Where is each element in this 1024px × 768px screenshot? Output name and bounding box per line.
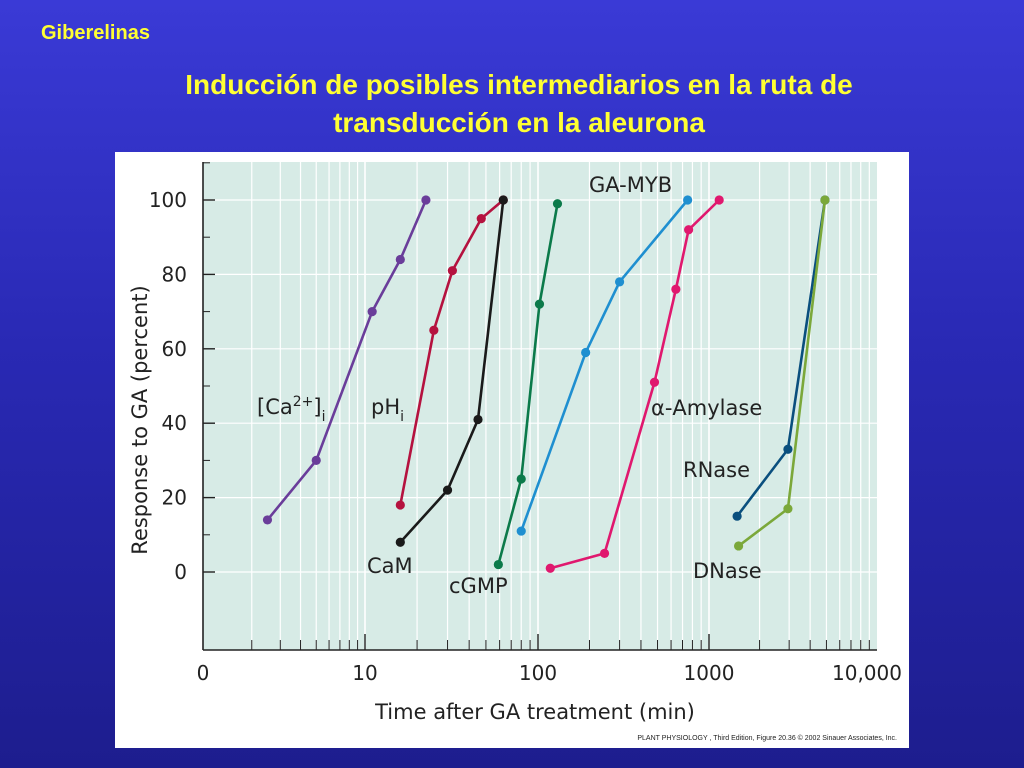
series-label: DNase xyxy=(693,559,762,583)
data-point xyxy=(262,515,273,525)
data-point xyxy=(311,455,321,465)
x-axis-label: Time after GA treatment (min) xyxy=(374,700,695,724)
data-point xyxy=(395,500,405,510)
data-point xyxy=(732,511,742,521)
series-label: RNase xyxy=(683,458,750,482)
data-point xyxy=(473,414,483,425)
y-tick-label: 60 xyxy=(162,337,187,361)
data-point xyxy=(395,537,405,547)
data-point xyxy=(783,504,793,514)
series-label: GA-MYB xyxy=(589,173,672,197)
data-point xyxy=(516,474,526,484)
data-point xyxy=(498,195,508,205)
data-point xyxy=(493,559,503,570)
data-point xyxy=(614,277,625,287)
series-labels: [Ca2+]i pHi CaM cGMP GA-MYB α-Amylase RNase DNa… xyxy=(257,173,762,598)
data-point xyxy=(534,299,545,309)
series-line xyxy=(399,199,505,544)
y-tick-label: 80 xyxy=(162,262,187,286)
grid-lines xyxy=(203,162,877,650)
series-line xyxy=(549,199,721,570)
data-point xyxy=(684,225,694,235)
y-tick-label: 0 xyxy=(174,560,187,584)
data-point xyxy=(714,195,724,205)
data-point xyxy=(783,444,793,454)
figure-credit: PLANT PHYSIOLOGY , Third Edition, Figure… xyxy=(637,735,897,742)
y-tick-label: 40 xyxy=(162,411,187,435)
series-line xyxy=(497,203,559,565)
series-label: [Ca2+]i xyxy=(257,394,325,425)
series-label: pHi xyxy=(371,395,404,425)
y-tick-label: 20 xyxy=(162,486,187,510)
x-tick-label: 1000 xyxy=(684,661,735,685)
data-point xyxy=(820,195,830,205)
x-tick-label: 10 xyxy=(352,661,377,685)
y-axis-label: Response to GA (percent) xyxy=(128,285,152,554)
data-point xyxy=(516,526,526,536)
header-label: Giberelinas xyxy=(41,22,150,44)
plot-background xyxy=(203,162,877,650)
series-label: CaM xyxy=(367,554,413,578)
axes xyxy=(202,162,877,651)
data-point xyxy=(447,266,457,276)
data-point xyxy=(395,254,405,265)
series-label: cGMP xyxy=(449,574,508,598)
data-point xyxy=(599,548,610,558)
x-tick-label: 0 xyxy=(197,661,210,685)
chart-figure: 0 20 40 60 80 100 0 10 100 1000 10,000 [Ca2+]i pHi C… xyxy=(115,152,909,748)
data-point xyxy=(671,284,681,294)
data-point xyxy=(649,377,660,387)
data-point xyxy=(581,347,591,358)
data-point xyxy=(429,325,439,335)
x-tick-label: 10,000 xyxy=(832,661,902,685)
data-point xyxy=(545,563,555,573)
series-label: α-Amylase xyxy=(651,396,762,420)
slide-title-line-1: Inducción de posibles intermediarios en … xyxy=(185,69,853,100)
data-point xyxy=(367,307,377,317)
x-tick-label: 100 xyxy=(519,661,557,685)
slide-title: Inducción de posibles intermediarios en … xyxy=(40,66,998,142)
data-point xyxy=(733,541,744,551)
data-point xyxy=(476,214,486,224)
data-point xyxy=(442,485,453,495)
series-line xyxy=(520,199,689,532)
slide-title-line-2: transducción en la aleurona xyxy=(333,107,705,138)
data-point xyxy=(683,195,693,205)
data-point xyxy=(552,199,563,209)
series-layer xyxy=(262,195,830,573)
data-point xyxy=(421,195,431,205)
y-tick-label: 100 xyxy=(149,188,187,212)
